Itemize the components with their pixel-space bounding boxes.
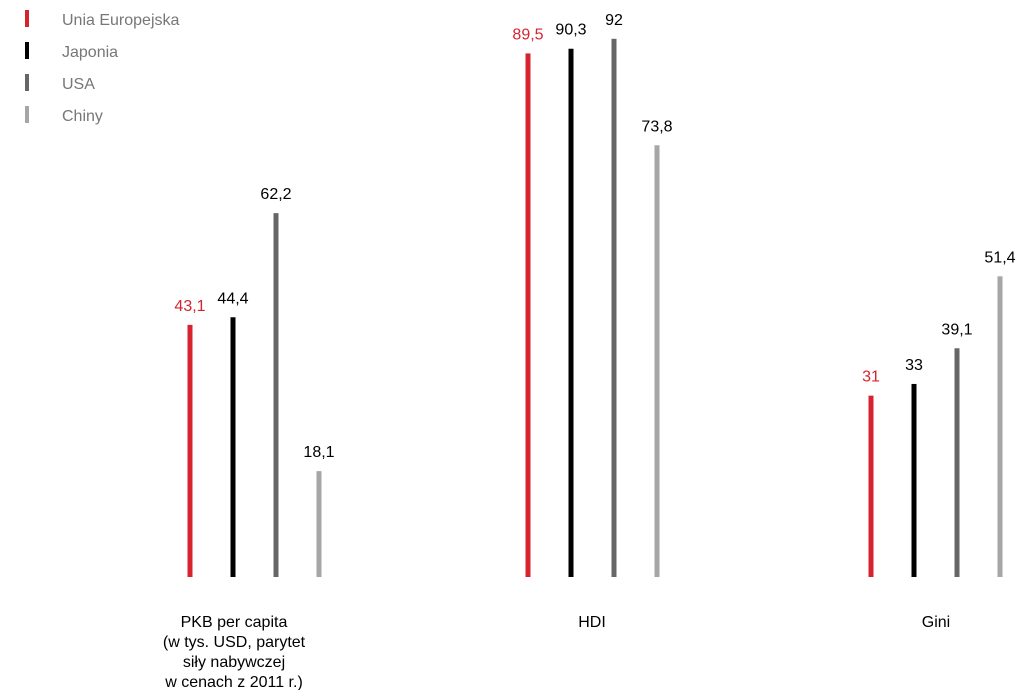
data-label-2-0: 31 (862, 369, 880, 386)
bar-2-2 (954, 348, 960, 577)
data-label-1-3: 73,8 (641, 118, 672, 135)
category-label-2: Gini (922, 614, 950, 631)
bar-1-1 (568, 48, 574, 578)
legend-label-0: Unia Europejska (62, 12, 180, 29)
category-sublabel-0-0: (w tys. USD, parytet (163, 634, 306, 651)
bar-2-1 (911, 383, 917, 577)
category-label-1: HDI (578, 614, 606, 631)
bar-2-0 (868, 395, 874, 577)
legend-swatch-0 (25, 10, 29, 27)
data-label-2-2: 39,1 (941, 321, 972, 338)
data-label-0-2: 62,2 (260, 186, 291, 203)
data-label-2-3: 51,4 (984, 249, 1015, 266)
bar-1-0 (525, 53, 531, 578)
legend-label-2: USA (62, 76, 95, 93)
bar-0-3 (316, 471, 322, 577)
legend-swatch-2 (25, 74, 29, 91)
category-sublabel-0-2: w cenach z 2011 r.) (164, 674, 303, 690)
data-label-1-1: 90,3 (555, 22, 586, 39)
data-label-1-2: 92 (605, 12, 623, 29)
legend-label-1: Japonia (62, 44, 118, 61)
data-label-0-3: 18,1 (303, 444, 334, 461)
legend-swatch-3 (25, 106, 29, 123)
data-label-1-0: 89,5 (512, 26, 543, 43)
bar-0-0 (187, 324, 193, 577)
bar-1-3 (654, 145, 660, 577)
legend-label-3: Chiny (62, 108, 103, 125)
bar-0-1 (230, 317, 236, 577)
bar-2-3 (997, 276, 1003, 577)
legend-swatch-1 (25, 42, 29, 59)
category-sublabel-0-1: siły nabywczej (183, 654, 285, 671)
data-label-0-1: 44,4 (217, 290, 248, 307)
bar-0-2 (273, 213, 279, 577)
data-label-2-1: 33 (905, 357, 923, 374)
bar-1-2 (611, 38, 617, 578)
data-label-0-0: 43,1 (174, 298, 205, 315)
category-label-0: PKB per capita (181, 614, 288, 631)
